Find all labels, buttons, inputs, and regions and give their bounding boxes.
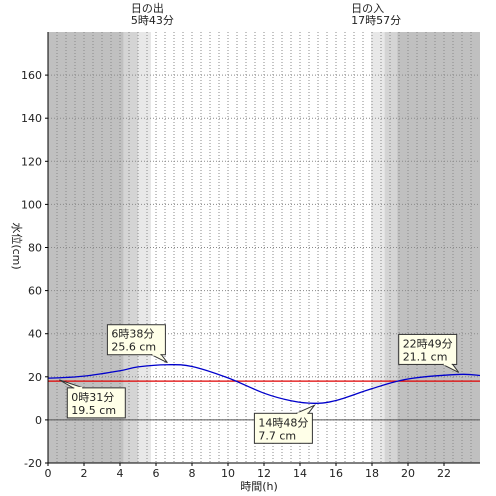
y-tick-label: 100 (21, 198, 42, 211)
x-tick-label: 2 (81, 467, 88, 480)
annotation-level: 19.5 cm (71, 404, 116, 417)
y-tick-label: 60 (28, 285, 42, 298)
x-tick-label: 18 (365, 467, 379, 480)
y-tick-label: 0 (35, 414, 42, 427)
x-tick-label: 20 (401, 467, 415, 480)
annotation-box (398, 333, 458, 365)
y-tick-label: 140 (21, 112, 42, 125)
y-tick-label: 160 (21, 69, 42, 82)
x-axis-label: 時間(h) (240, 480, 278, 493)
annotation-level: 7.7 cm (258, 429, 296, 442)
tide-line (47, 364, 481, 404)
annotation-level: 25.6 cm (111, 341, 156, 354)
y-tick-label: -20 (24, 457, 42, 470)
y-tick-label: 40 (28, 328, 42, 341)
sunrise-time: 5時43分 (131, 14, 174, 27)
annotation-time: 14時48分 (258, 416, 308, 429)
annotation-box (66, 387, 126, 419)
y-tick-label: 20 (28, 371, 42, 384)
shade-band-light (371, 32, 385, 463)
x-tick-label: 4 (117, 467, 124, 480)
y-axis-label: 水位(cm) (10, 222, 24, 269)
sunrise-label: 日の出 (131, 1, 164, 15)
annotation-time: 22時49分 (403, 337, 453, 350)
x-tick-label: 14 (293, 467, 307, 480)
sunset-time: 17時57分 (351, 14, 401, 27)
annotation-level: 21.1 cm (403, 350, 448, 363)
y-tick-label: 120 (21, 155, 42, 168)
y-tick-label: 80 (28, 242, 42, 255)
x-tick-label: 0 (45, 467, 52, 480)
x-tick-label: 6 (153, 467, 160, 480)
shade-band-dark (123, 32, 138, 463)
annotation-box (253, 412, 313, 444)
sunset-label: 日の入 (351, 2, 384, 15)
x-tick-label: 16 (329, 467, 343, 480)
x-tick-label: 8 (189, 467, 196, 480)
annotation-time: 6時38分 (111, 328, 154, 341)
annotation-time: 0時31分 (71, 391, 114, 404)
x-tick-label: 12 (257, 467, 271, 480)
x-tick-label: 10 (221, 467, 235, 480)
annotation-box (106, 324, 166, 356)
x-tick-label: 22 (437, 467, 451, 480)
